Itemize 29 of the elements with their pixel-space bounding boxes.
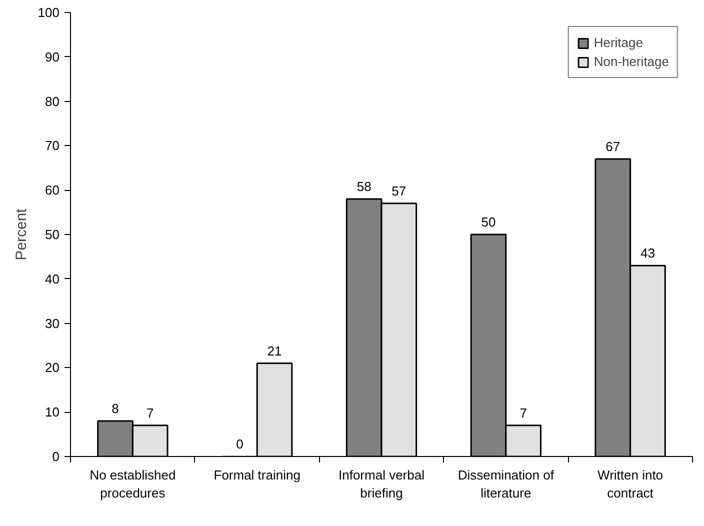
data-label: 8 bbox=[112, 400, 119, 416]
y-axis-title: Percent bbox=[12, 208, 30, 260]
legend-label: Heritage bbox=[594, 35, 643, 50]
data-label: 57 bbox=[392, 183, 406, 198]
x-tick-label: Written into contract bbox=[598, 468, 664, 500]
y-tick-label: 20 bbox=[45, 360, 60, 376]
data-label: 43 bbox=[640, 246, 655, 261]
y-tick-label: 70 bbox=[45, 138, 60, 154]
data-label: 58 bbox=[356, 178, 372, 194]
data-label: 7 bbox=[520, 405, 527, 420]
y-tick-label: 50 bbox=[45, 227, 60, 242]
y-tick-label: 10 bbox=[45, 404, 60, 420]
data-label: 50 bbox=[481, 214, 496, 230]
y-tick-label: 30 bbox=[45, 316, 60, 331]
data-label: 0 bbox=[236, 436, 244, 452]
y-tick-label: 0 bbox=[52, 449, 60, 464]
x-tick-label: Informal verbal briefing bbox=[338, 468, 425, 500]
x-tick-label: Formal training bbox=[214, 468, 300, 482]
data-label: 21 bbox=[267, 343, 282, 358]
y-tick-label: 40 bbox=[45, 271, 60, 286]
data-label: 67 bbox=[606, 139, 620, 154]
legend-label: Non-heritage bbox=[594, 54, 669, 69]
y-tick-label: 60 bbox=[45, 182, 60, 198]
y-tick-label: 80 bbox=[45, 94, 60, 109]
y-tick-label: 90 bbox=[45, 49, 60, 64]
y-tick-label: 100 bbox=[38, 5, 60, 20]
x-tick-label: No established procedures bbox=[90, 468, 176, 500]
data-label: 7 bbox=[146, 405, 154, 420]
x-tick-label: Dissemination of literature bbox=[458, 468, 554, 500]
